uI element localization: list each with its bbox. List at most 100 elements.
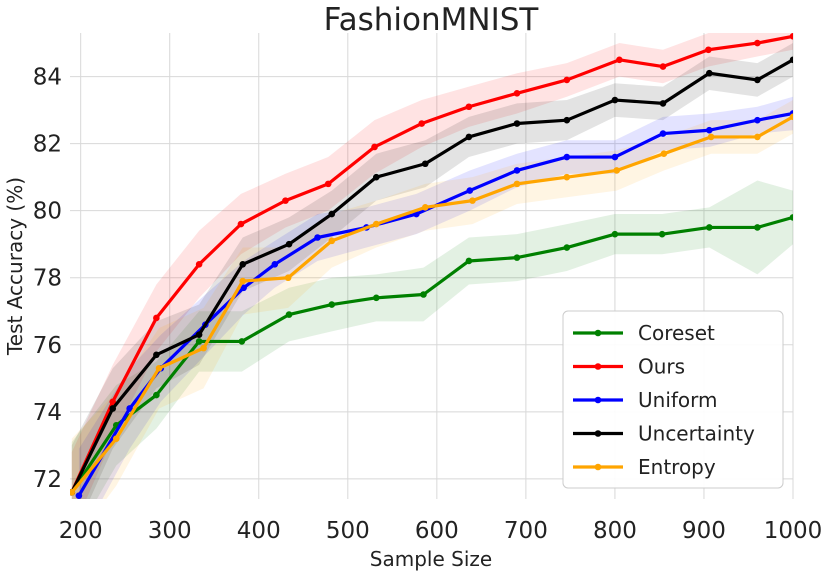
uncertainty-point — [109, 405, 117, 412]
entropy-point — [789, 113, 793, 121]
coreset-band — [71, 180, 793, 499]
coreset-point — [238, 338, 246, 345]
x-tick-label: 700 — [504, 518, 548, 544]
y-tick-label: 78 — [33, 266, 62, 292]
legend-entry-coreset: Coreset — [573, 321, 715, 345]
ours-point — [705, 46, 712, 54]
legend-label-coreset: Coreset — [638, 321, 715, 345]
x-tick-label: 200 — [59, 518, 103, 544]
legend-label-uncertainty: Uncertainty — [638, 422, 755, 446]
uncertainty-point — [706, 69, 713, 77]
x-tick-label: 900 — [682, 518, 726, 544]
uncertainty-point — [563, 116, 571, 124]
legend-label-uniform: Uniform — [638, 388, 718, 412]
entropy-point — [372, 220, 380, 228]
coreset-point — [285, 311, 293, 318]
ours-point — [282, 197, 289, 204]
uniform-point — [659, 130, 667, 137]
x-tick-label: 600 — [415, 518, 459, 544]
uncertainty-point — [421, 160, 429, 168]
entropy-point — [200, 344, 207, 352]
uncertainty-point — [465, 133, 473, 141]
legend-entry-entropy: Entropy — [573, 455, 716, 479]
entropy-point — [707, 133, 715, 141]
ours-point — [371, 143, 378, 151]
legend-marker-uncertainty — [594, 430, 602, 437]
y-tick-label: 74 — [33, 400, 62, 426]
entropy-point — [754, 133, 761, 141]
ours-point — [616, 56, 623, 64]
series-lines — [70, 33, 793, 499]
legend: Coreset Ours Uniform Uncertainty Entropy — [562, 310, 784, 489]
legend-label-ours: Ours — [638, 355, 685, 379]
ours-band — [71, 33, 793, 499]
legend-marker-ours — [594, 363, 602, 370]
ours-point — [465, 103, 473, 111]
coreset-point — [372, 294, 380, 302]
uncertainty-point — [611, 96, 619, 104]
legend-box — [562, 310, 784, 489]
entropy-point — [660, 150, 668, 157]
y-tick-label: 80 — [33, 199, 62, 225]
uniform-point — [126, 405, 133, 412]
uniform-point — [314, 234, 321, 241]
ours-point — [418, 120, 426, 127]
coreset-point — [611, 230, 619, 238]
uncertainty-point — [195, 331, 203, 339]
legend-marker-entropy — [594, 463, 602, 471]
entropy-band — [71, 100, 793, 499]
legend-label-entropy: Entropy — [638, 455, 716, 479]
entropy-point — [613, 167, 621, 174]
entropy-point — [155, 364, 163, 372]
uncertainty-point — [153, 351, 160, 359]
legend-entry-uncertainty: Uncertainty — [573, 422, 755, 446]
uncertainty-point — [285, 240, 293, 248]
uniform-point — [240, 284, 247, 292]
coreset-point — [328, 301, 336, 308]
uncertainty-point — [789, 56, 793, 64]
ours-point — [513, 90, 521, 97]
legend-marker-coreset — [594, 329, 602, 337]
entropy-point — [328, 237, 336, 245]
uniform-point — [466, 187, 474, 194]
entropy-point — [469, 197, 476, 204]
legend-entry-ours: Ours — [573, 355, 685, 379]
uniform-point — [75, 492, 83, 499]
coreset-point — [513, 254, 521, 261]
uniform-point — [706, 126, 713, 134]
coreset-point — [195, 338, 203, 345]
entropy-point — [284, 274, 292, 282]
uniform-point — [611, 153, 619, 161]
uncertainty-point — [372, 173, 380, 181]
y-tick-label: 72 — [33, 467, 62, 493]
tick-labels: 200 300 400 500 600 700 800 900 1000 72 74 76 78 80 82… — [33, 65, 823, 544]
y-tick-label: 76 — [33, 333, 62, 359]
uniform-point — [271, 261, 279, 268]
coreset-point — [153, 391, 160, 399]
uniform-point — [563, 153, 571, 161]
legend-entry-uniform: Uniform — [573, 388, 718, 412]
ours-point — [659, 63, 667, 70]
uniform-point — [754, 116, 761, 124]
uncertainty-band — [71, 43, 793, 499]
x-axis-label: Sample Size — [370, 547, 492, 571]
y-axis-label: Test Accuracy (%) — [3, 177, 27, 356]
ours-point — [324, 180, 332, 188]
entropy-point — [239, 277, 247, 285]
ours-point — [754, 39, 761, 47]
coreset-point — [420, 291, 427, 298]
entropy-point — [70, 488, 76, 496]
uncertainty-point — [754, 76, 761, 84]
ours-point — [195, 261, 203, 268]
uncertainty-point — [328, 210, 336, 218]
grid — [70, 33, 794, 499]
uncertainty-point — [239, 261, 247, 268]
coreset-point — [563, 244, 571, 251]
x-tick-label: 300 — [148, 518, 192, 544]
x-tick-label: 400 — [237, 518, 281, 544]
entropy-point — [113, 435, 120, 442]
y-tick-label: 82 — [33, 132, 62, 158]
entropy-point — [513, 180, 521, 188]
ours-point — [153, 314, 160, 322]
